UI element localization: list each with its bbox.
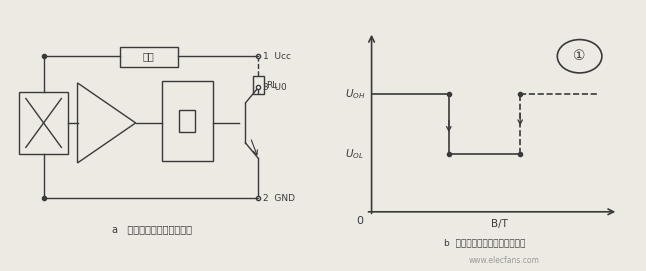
- Text: ①: ①: [574, 49, 586, 63]
- Text: $U_{OH}$: $U_{OH}$: [345, 87, 366, 101]
- Bar: [120, 47, 178, 67]
- Text: 2  GND: 2 GND: [264, 194, 295, 203]
- Bar: [180, 109, 196, 132]
- Text: 1  Ucc: 1 Ucc: [264, 52, 291, 61]
- Bar: [162, 81, 213, 161]
- Text: $U_{OL}$: $U_{OL}$: [345, 147, 364, 161]
- Bar: [253, 76, 264, 94]
- Text: www.elecfans.com: www.elecfans.com: [468, 256, 539, 265]
- Text: a   开关型霍尔传感器原理图: a 开关型霍尔传感器原理图: [112, 224, 192, 234]
- Text: 稳压: 稳压: [143, 51, 154, 61]
- Text: 3  U0: 3 U0: [264, 83, 287, 92]
- Text: RL: RL: [267, 81, 278, 90]
- Text: b  开关型霍尔传感器输出特性图: b 开关型霍尔传感器输出特性图: [444, 238, 525, 247]
- Text: B/T: B/T: [491, 219, 508, 229]
- Bar: [19, 92, 68, 154]
- Text: 0: 0: [356, 216, 363, 226]
